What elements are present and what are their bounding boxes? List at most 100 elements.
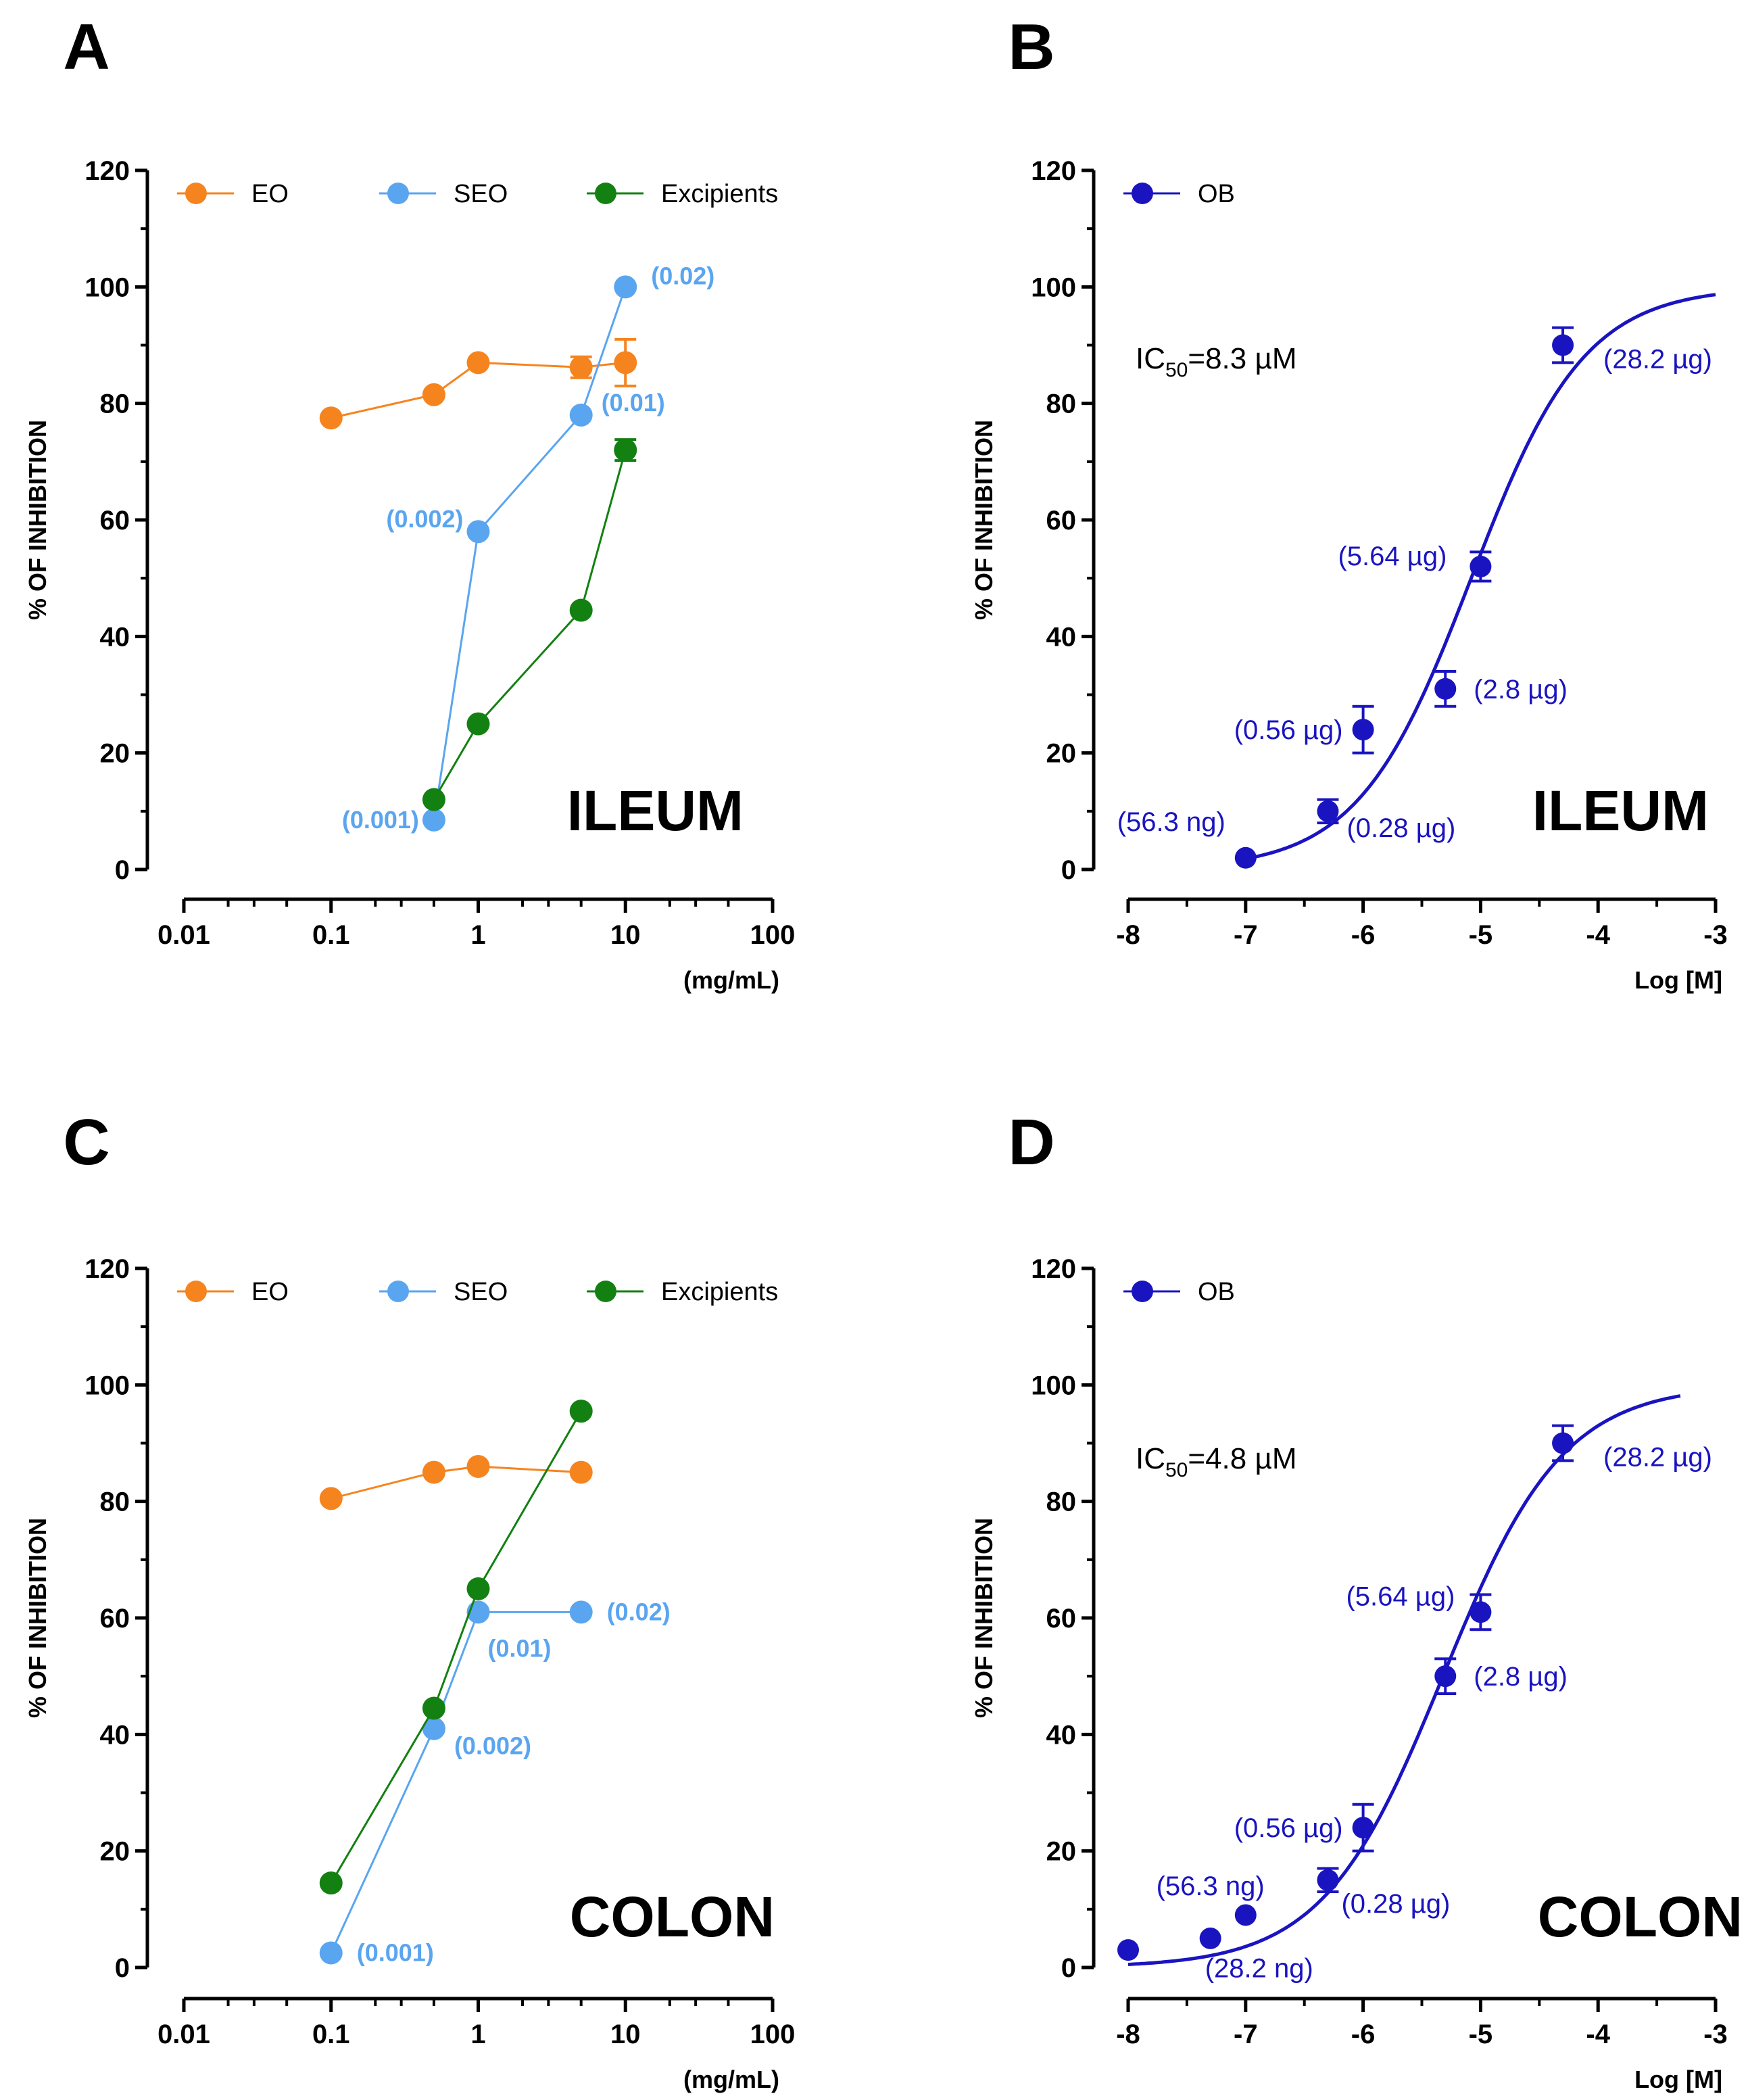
tissue-label: COLON bbox=[570, 1885, 775, 1949]
legend-marker bbox=[387, 1281, 409, 1302]
y-tick-label: 60 bbox=[1046, 506, 1077, 535]
data-point bbox=[466, 1454, 490, 1478]
data-annotation: (0.002) bbox=[454, 1732, 531, 1760]
data-point bbox=[1470, 555, 1492, 577]
x-tick-label: 10 bbox=[610, 2020, 641, 2049]
data-point bbox=[422, 788, 445, 811]
legend-item-excipients: Excipients bbox=[587, 180, 778, 208]
tissue-label: COLON bbox=[1538, 1885, 1743, 1949]
ic50-label: IC50=8.3 µM bbox=[1136, 342, 1296, 381]
panel-letter: B bbox=[1008, 11, 1054, 83]
y-tick-label: 40 bbox=[100, 622, 130, 652]
series-ob bbox=[1117, 1424, 1574, 1961]
series-line bbox=[330, 1410, 582, 1884]
data-annotation: (0.56 µg) bbox=[1234, 1813, 1343, 1843]
y-tick-label: 100 bbox=[84, 272, 130, 302]
data-point bbox=[614, 275, 637, 299]
data-annotation: (0.56 µg) bbox=[1234, 715, 1343, 745]
y-tick-label: 80 bbox=[100, 1487, 130, 1517]
y-tick-label: 120 bbox=[1031, 1254, 1076, 1284]
data-point bbox=[614, 351, 637, 375]
data-annotation: (28.2 µg) bbox=[1603, 1443, 1712, 1473]
legend-item-eo: EO bbox=[177, 180, 289, 208]
data-point bbox=[319, 1487, 343, 1510]
legend-item-ob: OB bbox=[1123, 180, 1235, 208]
data-annotation: (0.02) bbox=[607, 1598, 671, 1625]
data-point bbox=[569, 1460, 593, 1484]
y-axis-title: % OF INHIBITION bbox=[970, 1518, 998, 1718]
data-point bbox=[319, 406, 343, 430]
series-line bbox=[433, 286, 627, 821]
data-annotation: (0.28 µg) bbox=[1341, 1889, 1450, 1919]
series-seo bbox=[319, 1600, 593, 1965]
y-tick-label: 20 bbox=[100, 1837, 130, 1867]
data-point bbox=[1552, 1432, 1574, 1454]
y-tick-label: 40 bbox=[1046, 622, 1077, 652]
y-axis-title: % OF INHIBITION bbox=[970, 420, 998, 620]
data-annotation: (0.001) bbox=[357, 1938, 434, 1966]
data-point bbox=[319, 1871, 343, 1895]
x-tick-label: -8 bbox=[1116, 920, 1140, 950]
legend-label: Excipients bbox=[661, 180, 778, 208]
data-point bbox=[422, 808, 445, 832]
data-annotation: (2.8 µg) bbox=[1474, 675, 1568, 705]
ic50-subscript: 50 bbox=[1165, 359, 1188, 381]
y-tick-label: 80 bbox=[100, 389, 130, 419]
x-axis-title: (mg/mL) bbox=[683, 2066, 779, 2093]
panel-a: A 0 20 40 60 80 100 120 % OF INHIBITION 0.01 0.1 1 1… bbox=[24, 11, 795, 994]
data-point bbox=[569, 1600, 593, 1624]
data-annotation: (0.001) bbox=[342, 806, 419, 834]
y-axis-title: % OF INHIBITION bbox=[24, 1518, 51, 1718]
y-tick-label: 0 bbox=[115, 1953, 130, 1983]
y-tick-label: 120 bbox=[84, 1254, 130, 1284]
y-tick-label: 100 bbox=[1031, 1370, 1076, 1400]
y-tick-label: 60 bbox=[100, 506, 130, 535]
y-tick-label: 120 bbox=[1031, 156, 1076, 186]
data-point bbox=[466, 712, 490, 736]
x-tick-label: 100 bbox=[750, 2020, 796, 2049]
data-annotation: (56.3 ng) bbox=[1157, 1871, 1265, 1901]
x-tick-label: -4 bbox=[1586, 920, 1610, 950]
data-annotation: (5.64 µg) bbox=[1338, 542, 1447, 571]
x-tick-label: -5 bbox=[1469, 920, 1493, 950]
data-point bbox=[422, 1460, 445, 1484]
series-line bbox=[331, 1465, 581, 1500]
panel-d: D 0 20 40 60 80 100 120 % OF INHIBITION -8 -7 -6 -5 -… bbox=[970, 1106, 1743, 2093]
legend-label: OB bbox=[1198, 180, 1235, 208]
series-ob bbox=[1234, 326, 1574, 869]
tissue-label: ILEUM bbox=[567, 779, 744, 842]
legend-item-eo: EO bbox=[177, 1278, 289, 1306]
legend-item-ob: OB bbox=[1123, 1278, 1235, 1306]
data-point bbox=[1317, 1869, 1339, 1891]
legend-marker bbox=[387, 183, 409, 204]
data-point bbox=[1234, 846, 1257, 869]
y-tick-label: 0 bbox=[1061, 1953, 1076, 1983]
y-tick-label: 0 bbox=[115, 855, 130, 885]
ic50-value: =4.8 µM bbox=[1188, 1442, 1296, 1475]
legend-label: SEO bbox=[454, 180, 508, 208]
series-line bbox=[433, 450, 627, 801]
data-point bbox=[466, 351, 490, 375]
data-point bbox=[1234, 1904, 1257, 1926]
ic50-subscript: 50 bbox=[1165, 1459, 1188, 1481]
x-tick-label: -7 bbox=[1234, 2020, 1258, 2049]
data-point bbox=[569, 403, 593, 427]
legend-marker bbox=[1132, 1281, 1153, 1302]
data-point bbox=[466, 520, 490, 544]
data-annotation: (28.2 µg) bbox=[1603, 345, 1712, 375]
data-point bbox=[569, 356, 593, 379]
y-tick-label: 100 bbox=[84, 1370, 130, 1400]
x-tick-label: 100 bbox=[750, 920, 796, 950]
data-point bbox=[319, 1941, 343, 1965]
data-point bbox=[1199, 1927, 1221, 1949]
data-annotation: (0.01) bbox=[488, 1634, 552, 1662]
panel-letter: A bbox=[63, 11, 110, 83]
data-point bbox=[422, 1717, 445, 1740]
legend-marker bbox=[185, 1281, 207, 1302]
legend-marker bbox=[185, 183, 207, 204]
y-tick-label: 100 bbox=[1031, 272, 1076, 302]
data-point bbox=[569, 1400, 593, 1423]
data-point bbox=[1470, 1601, 1492, 1623]
data-annotation: (28.2 ng) bbox=[1205, 1953, 1313, 1983]
